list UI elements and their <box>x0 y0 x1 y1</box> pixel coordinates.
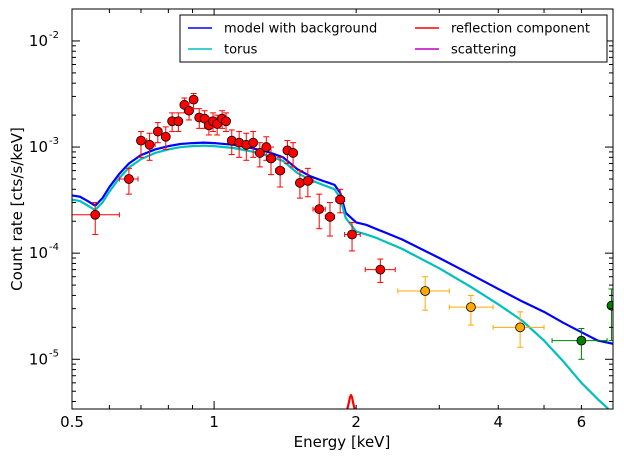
data-point <box>266 146 277 176</box>
y-tick-label: 10 <box>29 350 48 368</box>
y-tick-exponent: -4 <box>49 242 59 253</box>
x-axis-label: Energy [keV] <box>294 433 391 451</box>
data-point <box>152 122 163 144</box>
data-point <box>302 167 314 198</box>
plot-area <box>72 92 613 409</box>
x-tick-label: 0.5 <box>60 413 84 431</box>
x-tick-label: 6 <box>577 413 587 431</box>
data-marker <box>325 211 335 222</box>
legend-label: reflection component <box>451 22 590 37</box>
data-point <box>324 202 336 237</box>
x-tick-label: 1 <box>209 413 219 431</box>
data-point <box>144 132 156 161</box>
axis-tick-labels: 0.5 1 2 4 610-510-410-310-2 <box>29 30 586 431</box>
data-point <box>344 221 361 252</box>
data-marker <box>375 264 386 275</box>
x-tick-label: 4 <box>494 413 504 431</box>
data-marker <box>144 139 155 150</box>
data-marker <box>90 209 101 220</box>
data-marker <box>466 302 476 313</box>
y-axis-label: Count rate [cts/s/keV] <box>8 127 26 291</box>
data-marker <box>136 135 146 146</box>
data-point <box>160 126 171 150</box>
axis-ticks <box>71 8 614 409</box>
y-tick-label: 10 <box>29 244 48 262</box>
data-point <box>364 258 396 283</box>
data-marker <box>275 165 286 176</box>
legend-box <box>179 14 608 63</box>
data-marker <box>254 148 265 158</box>
data-marker <box>124 174 134 184</box>
y-tick-label: 10 <box>29 138 48 156</box>
data-point <box>295 170 305 199</box>
data-point <box>448 294 494 326</box>
model-curve-0 <box>72 141 613 345</box>
data-marker <box>347 229 357 240</box>
legend-label: torus <box>224 43 258 58</box>
data-marker <box>420 286 431 296</box>
data-point <box>335 188 346 214</box>
data-marker <box>173 116 184 127</box>
y-tick-exponent: -3 <box>49 136 59 147</box>
data-marker <box>221 116 231 127</box>
axes-frame <box>71 8 614 410</box>
data-marker <box>314 204 325 215</box>
data-marker <box>152 126 163 137</box>
data-marker <box>515 322 526 333</box>
data-marker <box>302 175 313 186</box>
data-point <box>173 112 184 133</box>
data-marker <box>288 148 298 158</box>
data-marker <box>184 105 194 116</box>
data-marker <box>188 94 199 105</box>
data-marker <box>248 137 259 148</box>
data-point <box>136 131 148 158</box>
data-point <box>188 92 199 110</box>
data-marker <box>335 194 346 205</box>
data-point <box>254 142 265 168</box>
x-tick-label: 2 <box>351 413 361 431</box>
data-point <box>551 328 608 360</box>
data-marker <box>606 300 613 311</box>
legend-label: model with background <box>224 22 377 37</box>
data-point <box>261 136 272 161</box>
y-tick-exponent: -2 <box>49 30 59 41</box>
data-marker <box>160 131 171 142</box>
data-marker <box>266 153 276 164</box>
legend: model with background reflection componen… <box>179 14 608 63</box>
data-point <box>226 129 237 156</box>
data-point <box>221 112 231 133</box>
data-point <box>606 288 613 342</box>
data-marker <box>295 177 305 188</box>
legend-label: scattering <box>451 43 517 58</box>
data-point <box>275 156 286 188</box>
y-tick-label: 10 <box>29 32 48 50</box>
data-point <box>118 167 139 195</box>
data-point <box>397 276 450 311</box>
data-point <box>72 202 120 235</box>
data-point <box>248 131 259 158</box>
model-curve-1 <box>72 144 610 409</box>
data-point <box>288 142 298 168</box>
data-point <box>492 311 545 348</box>
model-curve-2 <box>346 393 356 409</box>
data-point <box>312 193 326 230</box>
data-marker <box>576 335 587 346</box>
y-tick-exponent: -5 <box>49 348 59 359</box>
